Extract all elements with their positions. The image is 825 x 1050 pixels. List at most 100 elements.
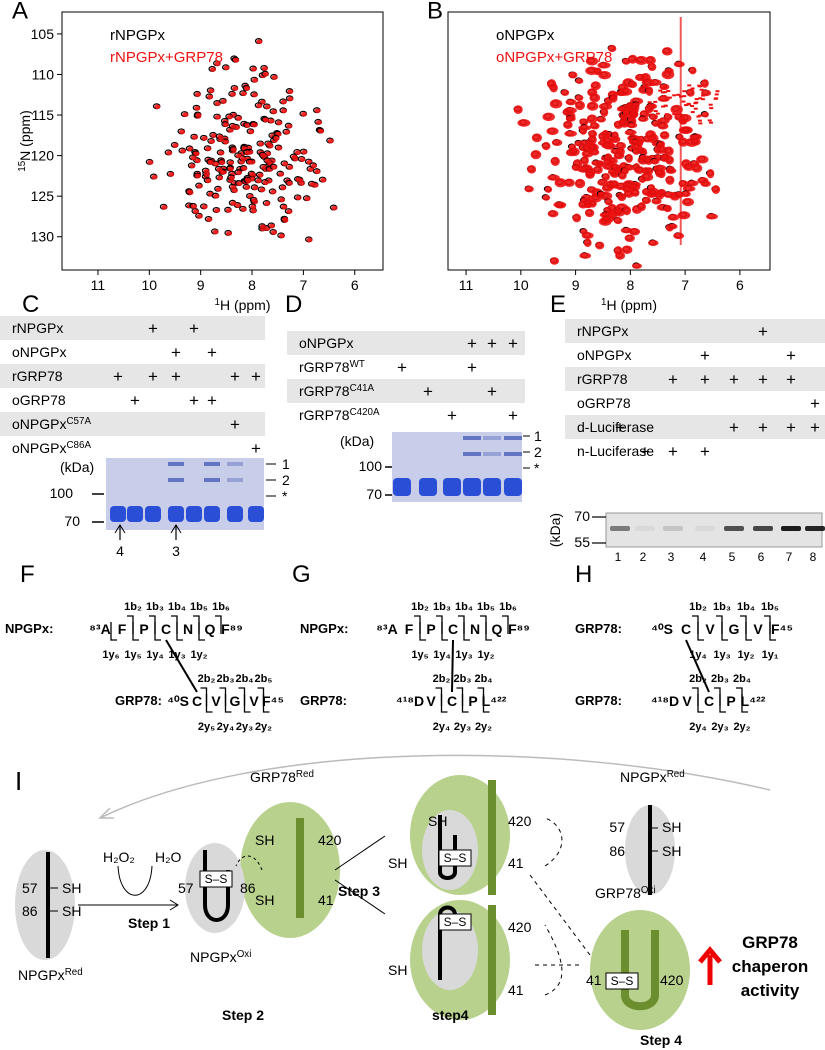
y-tick-label: 120 [31, 148, 55, 164]
peak [676, 93, 681, 96]
x-tick-label: 11 [459, 277, 474, 293]
superscript: Red [667, 769, 685, 780]
diagram-label: step4 [432, 1007, 469, 1023]
row-label: rGRP78WT [299, 359, 365, 376]
peak [264, 158, 271, 164]
peak [191, 135, 198, 140]
peak [580, 228, 588, 235]
x-axis-label: 1H (ppm) [601, 297, 657, 314]
lane-number: 7 [786, 550, 793, 564]
peak [625, 153, 633, 163]
peak [714, 93, 719, 96]
band [168, 506, 184, 522]
peak [207, 160, 214, 165]
peak [661, 47, 673, 56]
row-label: rNPGPx [12, 320, 63, 336]
peak [664, 113, 669, 116]
peak [590, 81, 601, 91]
lane-number: 2 [640, 550, 647, 564]
band [110, 506, 126, 522]
peak [271, 75, 278, 80]
label-text: n-Luciferase [577, 443, 654, 459]
peak [583, 238, 592, 247]
x-tick-label: 9 [572, 277, 580, 293]
label-text: oNPGPx [12, 416, 66, 432]
band [504, 436, 522, 440]
b-ion: 1b₄ [737, 601, 755, 613]
bracket [458, 615, 465, 634]
peak [700, 79, 709, 88]
row-label: oNPGPx [12, 344, 66, 360]
y-ion: 2y₃ [454, 721, 471, 733]
peak [250, 66, 257, 72]
peak [563, 107, 577, 114]
peptide-name: GRP78: [115, 693, 162, 708]
residue: F⁴⁵ [771, 621, 793, 637]
peak [690, 87, 695, 90]
peak [602, 173, 610, 181]
peak [715, 90, 720, 93]
peak [660, 153, 670, 162]
label-text: GRP78 [595, 885, 641, 901]
plus-sign: + [397, 358, 407, 377]
peak [216, 167, 223, 172]
peak [218, 150, 225, 156]
y-ion: 2y₄ [433, 721, 450, 733]
residue: V [211, 693, 221, 709]
diagram-label: Step 4 [640, 1032, 682, 1048]
band [248, 506, 264, 522]
diagram-label: SH [388, 855, 407, 871]
residue: ⁴¹⁸D [396, 693, 424, 709]
peak [598, 71, 612, 80]
peak [279, 197, 286, 203]
bracket [764, 615, 771, 634]
plus-sign: + [251, 367, 261, 386]
peak [578, 140, 592, 147]
b-ion: 1b₃ [713, 601, 731, 613]
plus-sign: + [189, 391, 199, 410]
b-ion: 1b₂ [411, 601, 429, 613]
label-text: H (ppm) [220, 297, 271, 313]
peak [309, 182, 316, 187]
peak [549, 99, 563, 109]
peak [241, 166, 248, 171]
lane-marker: 4 [116, 543, 124, 559]
diagram-label: SH [62, 880, 81, 896]
plus-sign: + [786, 418, 796, 437]
peak [205, 178, 212, 184]
peak [268, 118, 275, 124]
peak [282, 217, 289, 222]
x-tick-label: 7 [681, 277, 689, 293]
plus-sign: + [207, 343, 217, 362]
label-text: oNPGPx [12, 440, 66, 456]
peak [638, 175, 647, 183]
peak [193, 209, 200, 214]
shape [590, 910, 690, 1030]
peak [281, 204, 288, 210]
peak [663, 104, 668, 107]
band [419, 478, 437, 496]
artifact-streak [679, 17, 682, 245]
lane-number: 1 [615, 550, 622, 564]
x-tick-label: 10 [513, 277, 529, 293]
peak [666, 166, 675, 173]
peak [278, 171, 285, 177]
y-axis-label: 15N (ppm) [17, 110, 34, 171]
plus-sign: + [148, 319, 158, 338]
plus-sign: + [758, 322, 768, 341]
peak [262, 180, 269, 185]
bracket [414, 615, 421, 634]
row-band [565, 415, 825, 439]
y-ion: 2y₂ [733, 721, 750, 733]
peak [248, 129, 255, 135]
marker-label: 70 [574, 508, 590, 524]
diagram-label: NPGPxRed [620, 769, 685, 786]
peak [244, 150, 251, 156]
peak [613, 246, 623, 256]
label-text: N (ppm) [17, 110, 33, 161]
peak [315, 120, 322, 125]
b-ion: 1b₆ [212, 601, 230, 613]
plus-sign: + [508, 334, 518, 353]
label-text: rGRP78 [12, 368, 63, 384]
b-ion: 2b₂ [198, 673, 216, 685]
